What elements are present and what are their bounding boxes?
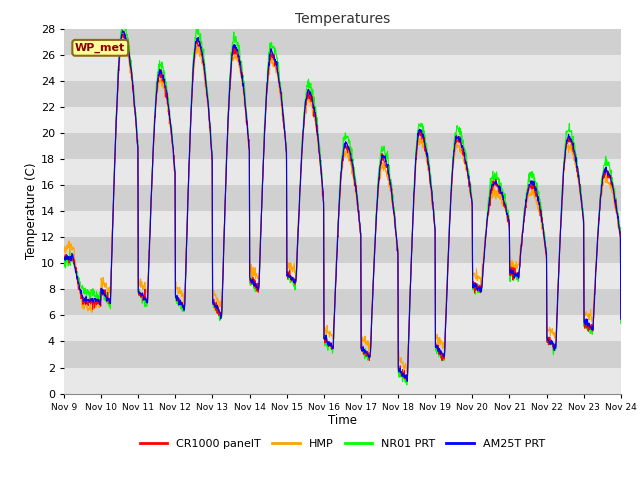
Line: HMP: HMP [64,38,621,372]
HMP [246,269,254,275]
CR1000 panelT [171,168,179,173]
Bar [64,368,621,394]
Bar [64,211,621,237]
NR01 PRT [60,264,68,270]
NR01 PRT [552,348,559,353]
NR01 PRT [617,321,625,326]
CR1000 panelT [60,255,68,261]
Line: AM25T PRT: AM25T PRT [64,31,621,381]
NR01 PRT [403,382,411,388]
CR1000 panelT [429,208,437,214]
Bar [64,55,621,81]
Bar [64,237,621,264]
NR01 PRT [429,206,437,212]
HMP [171,168,179,174]
AM25T PRT [403,378,411,384]
Line: CR1000 panelT: CR1000 panelT [64,32,621,381]
HMP [403,370,411,375]
Legend: CR1000 panelT, HMP, NR01 PRT, AM25T PRT: CR1000 panelT, HMP, NR01 PRT, AM25T PRT [135,435,550,454]
NR01 PRT [171,163,179,169]
CR1000 panelT [552,342,559,348]
Line: NR01 PRT: NR01 PRT [64,24,621,385]
HMP [429,215,437,221]
Bar [64,81,621,107]
NR01 PRT [502,200,510,206]
HMP [617,309,625,314]
CR1000 panelT [617,316,625,322]
AM25T PRT [184,188,192,193]
CR1000 panelT [184,188,192,193]
AM25T PRT [552,346,559,351]
Bar [64,185,621,211]
HMP [60,245,68,251]
CR1000 panelT [502,208,510,214]
HMP [184,184,192,190]
AM25T PRT [60,256,68,262]
Bar [64,264,621,289]
AM25T PRT [429,208,437,214]
CR1000 panelT [120,29,128,35]
CR1000 panelT [246,280,254,286]
HMP [502,207,510,213]
NR01 PRT [119,21,127,26]
Title: Temperatures: Temperatures [295,12,390,26]
Bar [64,341,621,368]
Bar [64,159,621,185]
Text: WP_met: WP_met [75,43,125,53]
NR01 PRT [246,283,254,288]
X-axis label: Time: Time [328,414,357,427]
AM25T PRT [502,208,510,214]
AM25T PRT [246,278,254,284]
Bar [64,107,621,133]
Bar [64,315,621,341]
AM25T PRT [171,166,179,172]
HMP [552,336,559,342]
Bar [64,133,621,159]
Bar [64,289,621,315]
AM25T PRT [617,316,625,322]
CR1000 panelT [403,378,411,384]
AM25T PRT [119,28,127,34]
Y-axis label: Temperature (C): Temperature (C) [25,163,38,260]
HMP [121,36,129,41]
NR01 PRT [184,185,192,191]
Bar [64,29,621,55]
